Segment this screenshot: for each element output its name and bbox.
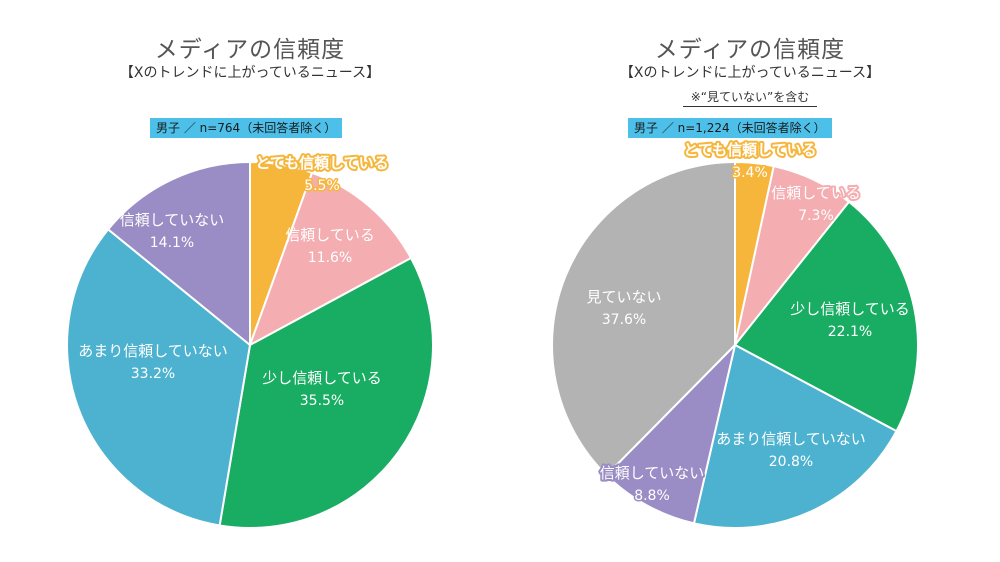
- slice-value-label: 14.1%: [150, 235, 194, 251]
- slice-value-label: 3.4%: [732, 165, 768, 181]
- chart-subtitle: 【Xのトレンドに上がっているニュース】: [119, 65, 381, 81]
- pie-slice: [218, 256, 434, 529]
- chart-subtitle: 【Xのトレンドに上がっているニュース】: [619, 65, 881, 81]
- slice-label: あまり信頼していない: [78, 342, 228, 360]
- slice-label: 信頼していない: [600, 464, 705, 482]
- slice-label: 信頼していない: [120, 211, 225, 229]
- chart-note: ※“見ていない”を含む: [500, 88, 1000, 107]
- sample-size-label: 男子 ／ n=1,224（未回答者除く）: [628, 118, 832, 138]
- slice-label: あまり信頼していない: [716, 430, 866, 448]
- pie-slice: [733, 200, 919, 433]
- slice-value-label: 35.5%: [300, 393, 344, 409]
- sample-size-label: 男子 ／ n=764（未回答者除く）: [150, 118, 343, 138]
- slice-label: 少し信頼している: [790, 300, 910, 318]
- slice-value-label: 33.2%: [131, 366, 175, 382]
- pie-chart-right: とても信頼している 3.4%信頼している 7.3% 少し信頼している 22.1% あまり信…: [551, 139, 919, 529]
- slice-value-label: 11.6%: [308, 250, 352, 266]
- slice-value-label: 8.8%: [634, 488, 670, 504]
- slice-value-label: 5.5%: [304, 178, 340, 194]
- slice-label: 見ていない: [586, 288, 661, 306]
- pie-chart-left: とても信頼している 5.5% 信頼している 11.6% 少し信頼している 35.5% あまり…: [66, 152, 434, 529]
- slice-value-label: 22.1%: [828, 324, 872, 340]
- pie-slice: [66, 227, 252, 527]
- slice-label: 信頼している: [771, 184, 861, 202]
- pie-slice: [692, 343, 898, 529]
- slice-label: とても信頼している: [683, 141, 816, 159]
- slice-value-label: 7.3%: [798, 208, 834, 224]
- chart-title: メディアの信頼度: [154, 37, 346, 63]
- slice-value-label: 37.6%: [602, 312, 646, 328]
- pie-slice: [106, 160, 251, 348]
- chart-note-text: ※“見ていない”を含む: [682, 88, 818, 107]
- slice-label: 少し信頼している: [262, 369, 382, 387]
- chart-title: メディアの信頼度: [654, 37, 846, 63]
- pie-slice: [551, 160, 736, 477]
- pie-slice: [605, 341, 737, 525]
- slice-label: 信頼している: [285, 226, 375, 244]
- pie-slice: [248, 171, 413, 348]
- slice-value-label: 20.8%: [769, 454, 813, 470]
- chart-right: メディアの信頼度 【Xのトレンドに上がっているニュース】 ※“見ていない”を含む…: [500, 0, 1000, 562]
- slice-label: とても信頼している: [255, 154, 388, 172]
- chart-left: メディアの信頼度 【Xのトレンドに上がっているニュース】 男子 ／ n=764（…: [66, 37, 434, 529]
